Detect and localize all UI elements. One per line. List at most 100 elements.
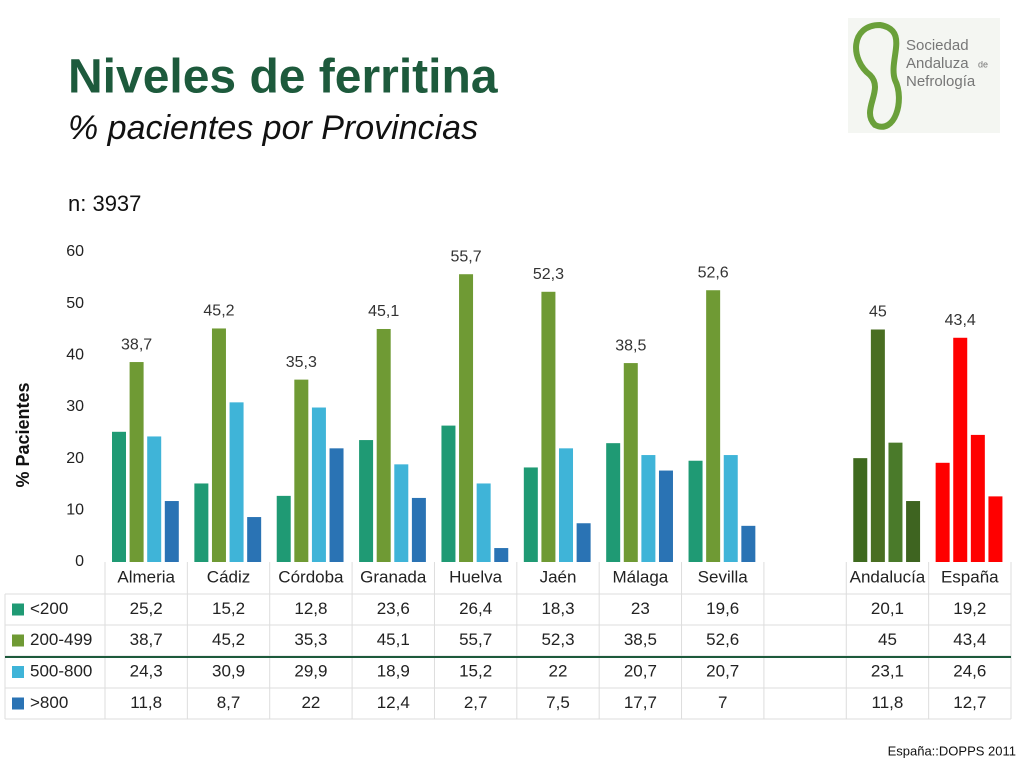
table-cell: 19,6	[706, 599, 739, 618]
bar	[359, 440, 374, 562]
table-cell: 30,9	[212, 661, 245, 680]
data-label: 38,7	[121, 336, 152, 353]
table-cell: 55,7	[459, 630, 492, 649]
x-tick-label: Málaga	[612, 567, 668, 586]
table-cell: 12,8	[294, 599, 327, 618]
x-tick-label: Jaén	[540, 567, 577, 586]
table-cell: 19,2	[953, 599, 986, 618]
bar	[870, 329, 885, 562]
table-cell: 11,8	[130, 693, 162, 712]
data-label: 38,5	[615, 337, 646, 354]
y-tick-label: 40	[66, 347, 84, 364]
bar	[988, 496, 1003, 562]
bar	[229, 402, 244, 562]
data-label: 55,7	[450, 248, 481, 265]
bar	[888, 442, 903, 562]
bar	[211, 328, 226, 562]
bar	[147, 436, 162, 562]
table-cell: 35,3	[294, 630, 327, 649]
table-cell: 22	[549, 661, 568, 680]
y-tick-label: 30	[66, 398, 84, 415]
data-label: 43,4	[945, 312, 976, 329]
source: España::DOPPS 2011	[888, 743, 1016, 758]
table-cell: 20,7	[706, 661, 739, 680]
logo-shape	[853, 21, 902, 130]
bar	[294, 379, 309, 562]
bar	[311, 407, 326, 562]
x-tick-label: Cádiz	[207, 567, 250, 586]
y-tick-label: 0	[75, 553, 84, 570]
legend-swatch	[12, 666, 24, 678]
table-cell: 45,1	[377, 630, 410, 649]
table-cell: 25,2	[130, 599, 163, 618]
table-cell: 12,4	[377, 693, 410, 712]
bar	[576, 523, 591, 562]
table-cell: 18,9	[377, 661, 410, 680]
bar	[164, 501, 179, 562]
bar	[329, 448, 344, 562]
subtitle: % pacientes por Provincias	[68, 109, 478, 147]
data-label: 45,2	[203, 303, 234, 320]
legend-swatch	[12, 634, 24, 647]
logo-text: de	[978, 59, 988, 69]
table-cell: 45	[878, 630, 897, 649]
bar	[376, 328, 391, 562]
legend-label: <200	[30, 599, 68, 618]
bar	[394, 464, 409, 562]
table-cell: 38,5	[624, 630, 657, 649]
table-cell: 22	[301, 693, 320, 712]
bar	[523, 467, 538, 562]
logo-text: Sociedad	[906, 37, 969, 54]
table-cell: 23,6	[377, 599, 410, 618]
y-tick-label: 10	[66, 502, 84, 519]
table-cell: 23	[631, 599, 650, 618]
table-cell: 2,7	[464, 693, 488, 712]
table-cell: 24,6	[953, 661, 986, 680]
bar	[623, 363, 638, 562]
legend-label: 200-499	[30, 630, 92, 649]
table-cell: 18,3	[541, 599, 574, 618]
table-cell: 26,4	[459, 599, 492, 618]
bar	[906, 501, 921, 562]
y-tick-label: 60	[66, 243, 84, 260]
table-cell: 8,7	[217, 693, 241, 712]
table-cell: 45,2	[212, 630, 245, 649]
x-tick-label: Sevilla	[698, 567, 749, 586]
table-cell: 7	[718, 693, 727, 712]
table-cell: 20,1	[871, 599, 904, 618]
title: Niveles de ferritina	[68, 51, 498, 104]
bar	[541, 291, 556, 562]
bar	[658, 470, 673, 562]
bar	[129, 362, 144, 562]
x-tick-label: Huelva	[449, 567, 502, 586]
table-cell: 23,1	[871, 661, 904, 680]
table-cell: 43,4	[953, 630, 986, 649]
legend-label: 500-800	[30, 661, 92, 680]
table-cell: 52,6	[706, 630, 739, 649]
bar	[247, 517, 262, 562]
x-tick-label: Córdoba	[278, 567, 344, 586]
data-label: 45	[869, 304, 887, 321]
table-cell: 20,7	[624, 661, 657, 680]
legend-swatch	[12, 603, 24, 616]
bar	[641, 455, 656, 562]
data-label: 52,3	[533, 266, 564, 283]
bar	[953, 337, 968, 562]
bar	[276, 495, 291, 562]
bar	[723, 455, 738, 562]
y-tick-label: 50	[66, 295, 84, 312]
table-cell: 29,9	[294, 661, 327, 680]
bar	[476, 483, 491, 562]
table-cell: 15,2	[459, 661, 492, 680]
x-tick-label: Granada	[360, 567, 427, 586]
bar	[112, 431, 126, 562]
bar	[935, 462, 950, 562]
bar	[494, 548, 509, 562]
table-cell: 17,7	[624, 693, 657, 712]
bar	[459, 274, 474, 562]
note: n: 3937	[68, 191, 141, 216]
data-label: 52,6	[698, 264, 729, 281]
y-axis-label: % Pacientes	[13, 382, 33, 487]
